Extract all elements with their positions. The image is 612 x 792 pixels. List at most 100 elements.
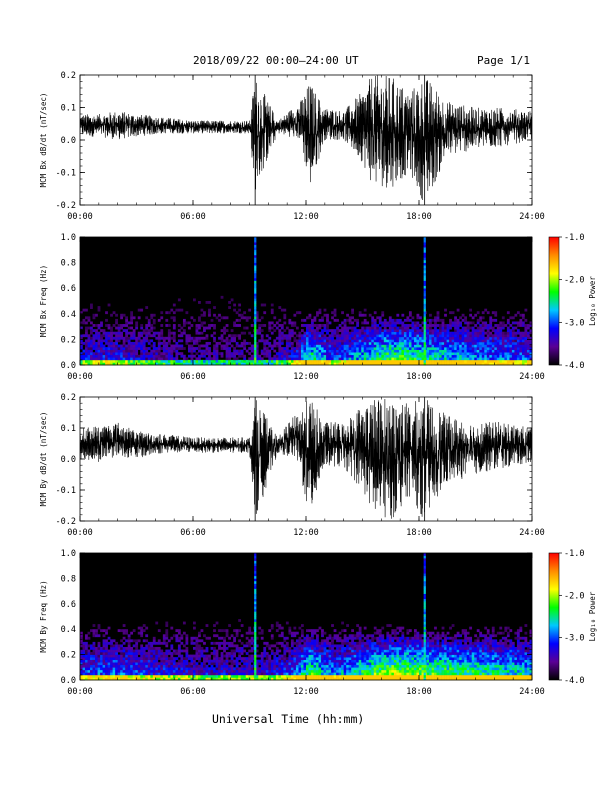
spectrogram-cell: [127, 359, 131, 363]
spectrogram-cell: [198, 357, 201, 361]
spectrogram-cell: [311, 357, 314, 361]
spectrogram-cell: [193, 626, 196, 630]
spectrogram-cell: [306, 674, 309, 678]
spectrogram-cell: [225, 641, 229, 645]
spectrogram-cell: [376, 344, 380, 348]
spectrogram-cell: [97, 626, 101, 630]
spectrogram-cell: [434, 357, 437, 361]
spectrogram-cell: [446, 362, 450, 366]
spectrogram-cell: [203, 336, 206, 340]
spectrogram-cell: [456, 341, 460, 345]
spectrogram-cell: [446, 334, 450, 338]
spectrogram-cell: [476, 321, 480, 325]
spectrogram-cell: [429, 318, 432, 322]
spectrogram-cell: [278, 306, 282, 309]
spectrogram-cell: [177, 664, 181, 668]
spectrogram-cell: [165, 669, 169, 673]
spectrogram-cell: [436, 329, 440, 333]
spectrogram-cell: [225, 659, 229, 663]
spectrogram-cell: [203, 664, 206, 668]
spectrogram-cell: [127, 669, 131, 673]
spectrogram-cell: [386, 341, 390, 345]
spectrogram-cell: [180, 672, 184, 676]
spectrogram-cell: [255, 316, 259, 320]
spectrogram-cell: [519, 354, 523, 358]
spectrogram-cell: [95, 331, 98, 335]
spectrogram-cell: [419, 349, 422, 353]
spectrogram-cell: [328, 341, 332, 345]
spectrogram-cell: [100, 339, 103, 343]
spectrogram-cell: [187, 654, 191, 658]
series-line: [80, 75, 532, 201]
spectrogram-cell: [333, 359, 337, 363]
spectrogram-cell: [225, 667, 229, 671]
spectrogram-cell: [353, 362, 357, 366]
spectrogram-cell: [260, 303, 264, 307]
spectrogram-cell: [501, 341, 505, 345]
spectrogram-cell: [363, 339, 367, 343]
spectrogram-cell: [175, 362, 179, 366]
spectrogram-cell: [92, 316, 96, 320]
spectrogram-cell: [306, 672, 309, 676]
spectrogram-cell: [150, 667, 154, 671]
spectrogram-cell: [381, 357, 385, 361]
spectrogram-cell: [308, 646, 312, 650]
spectrogram-cell: [145, 347, 149, 350]
spectrogram-cell: [285, 664, 289, 668]
spectrogram-cell: [238, 649, 242, 653]
spectrogram-cell: [157, 354, 161, 358]
spectrogram-cell: [313, 344, 317, 348]
spectrogram-cell: [336, 634, 339, 638]
spectrogram-cell: [122, 657, 126, 660]
spectrogram-cell: [243, 339, 247, 343]
spectrogram-cell: [255, 313, 259, 317]
spectrogram-cell: [107, 354, 111, 358]
spectrogram-cell: [509, 349, 513, 353]
spectrogram-cell: [358, 329, 362, 333]
spectrogram-cell: [283, 672, 287, 676]
spectrogram-cell: [486, 344, 490, 348]
spectrogram-cell: [283, 357, 287, 361]
spectrogram-cell: [371, 357, 375, 361]
spectrogram-cell: [130, 344, 134, 348]
spectrogram-cell: [343, 359, 347, 363]
spectrogram-cell: [278, 324, 282, 327]
spectrogram-cell: [285, 344, 289, 348]
spectrogram-cell: [147, 644, 151, 648]
spectrogram-cell: [386, 331, 390, 335]
spectrogram-cell: [132, 662, 136, 666]
spectrogram-cell: [112, 362, 116, 366]
spectrogram-cell: [501, 359, 505, 363]
y-tick-label: -0.1: [56, 169, 76, 179]
spectrogram-cell: [338, 636, 342, 640]
spectrogram-cell: [203, 326, 206, 330]
spectrogram-cell: [323, 334, 327, 338]
spectrogram-cell: [494, 344, 498, 348]
spectrogram-cell: [321, 344, 324, 348]
spectrogram-cell: [187, 354, 191, 358]
spectrogram-cell: [306, 662, 309, 666]
spectrogram-cell: [218, 669, 221, 673]
spectrogram-cell: [391, 349, 395, 353]
spectrogram-cell: [218, 664, 221, 668]
spectrogram-cell: [142, 669, 146, 673]
spectrogram-cell: [278, 359, 282, 363]
spectrogram-cell: [100, 674, 103, 678]
spectrogram-cell: [403, 336, 407, 340]
spectrogram-cell: [187, 336, 191, 340]
spectrogram-cell: [243, 326, 247, 330]
spectrogram-cell: [383, 341, 387, 345]
spectrogram-cell: [82, 646, 86, 650]
spectrogram-cell: [205, 674, 209, 678]
spectrogram-cell: [258, 329, 262, 333]
spectrogram-cell: [328, 349, 332, 353]
spectrogram-spike: [423, 283, 426, 286]
spectrogram-cell: [338, 649, 342, 653]
spectrogram-cell: [373, 359, 377, 363]
spectrogram-cell: [275, 646, 279, 650]
spectrogram-cell: [125, 659, 129, 663]
spectrogram-cell: [494, 339, 498, 343]
spectrogram-cell: [298, 341, 302, 345]
spectrogram-cell: [132, 357, 136, 361]
spectrogram-cell: [419, 334, 422, 338]
